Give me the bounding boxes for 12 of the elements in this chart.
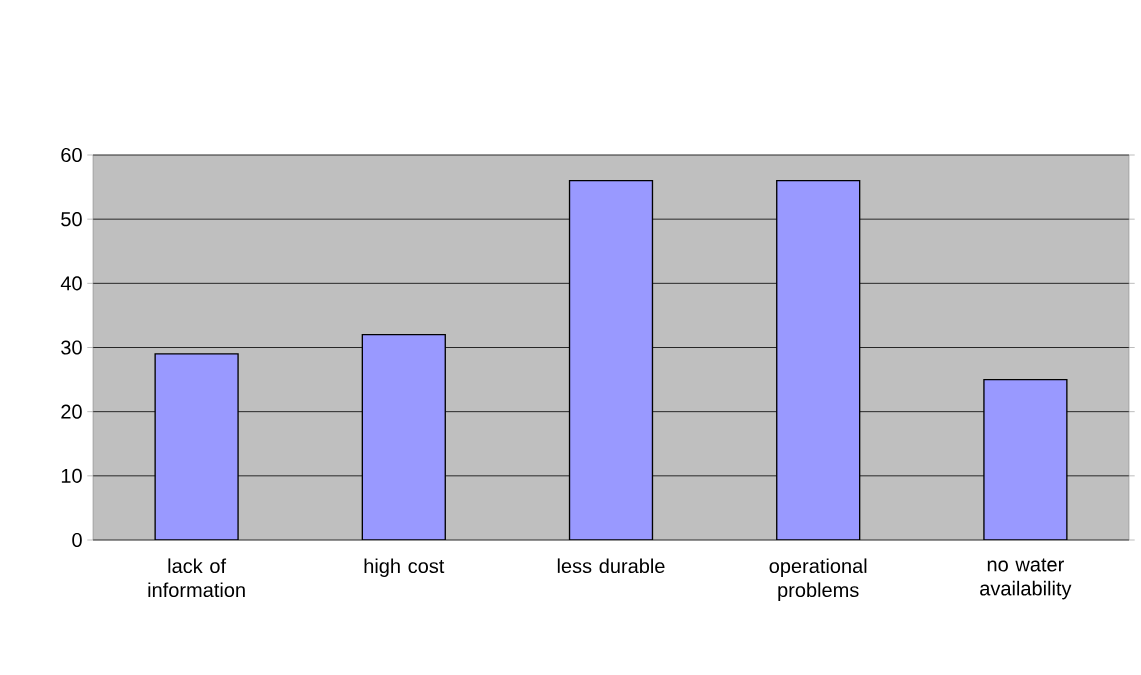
x-tick-label: less durable	[557, 558, 665, 574]
y-tick-label: 0	[72, 532, 82, 548]
y-tick-label: 60	[61, 147, 82, 163]
x-tick-label: lack of information	[148, 558, 245, 598]
y-tick-label: 10	[61, 468, 82, 483]
y-tick-label: 50	[61, 212, 82, 227]
x-tick-label: high cost	[364, 558, 445, 578]
y-tick-label: 40	[60, 276, 82, 291]
y-tick-label: 20	[61, 404, 82, 419]
x-tick-label: no water availability	[980, 558, 1072, 600]
x-tick-label: operational problems	[769, 558, 867, 602]
y-tick-label: 30	[61, 340, 82, 355]
